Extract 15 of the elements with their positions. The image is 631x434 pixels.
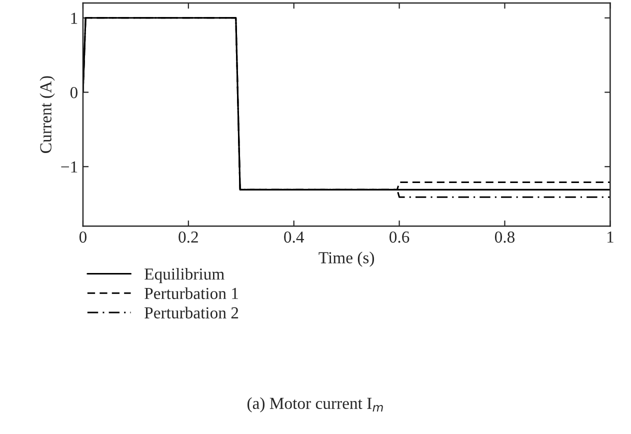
x-tick-label: 1 [607, 232, 614, 243]
y-axis-title: Current (A) [40, 76, 55, 153]
y-tick-label: −1 [61, 161, 78, 172]
x-axis-title: Time (s) [318, 252, 374, 267]
y-tick-label: 1 [71, 12, 78, 24]
x-tick-label: 0.2 [178, 231, 198, 243]
x-tick-label: 0.8 [494, 231, 515, 243]
x-tick-label: 0.4 [284, 231, 304, 243]
legend-label: Perturbation 2 [144, 306, 238, 318]
text: (a) Motor current I$_{m}$ [247, 397, 383, 412]
legend-label: Equilibrium [144, 268, 224, 284]
x-tick-label: 0 [79, 231, 87, 243]
x-tick-label: 0.6 [390, 231, 410, 243]
legend-label: Perturbation 1 [144, 287, 238, 300]
y-tick-label: 0 [70, 86, 78, 98]
